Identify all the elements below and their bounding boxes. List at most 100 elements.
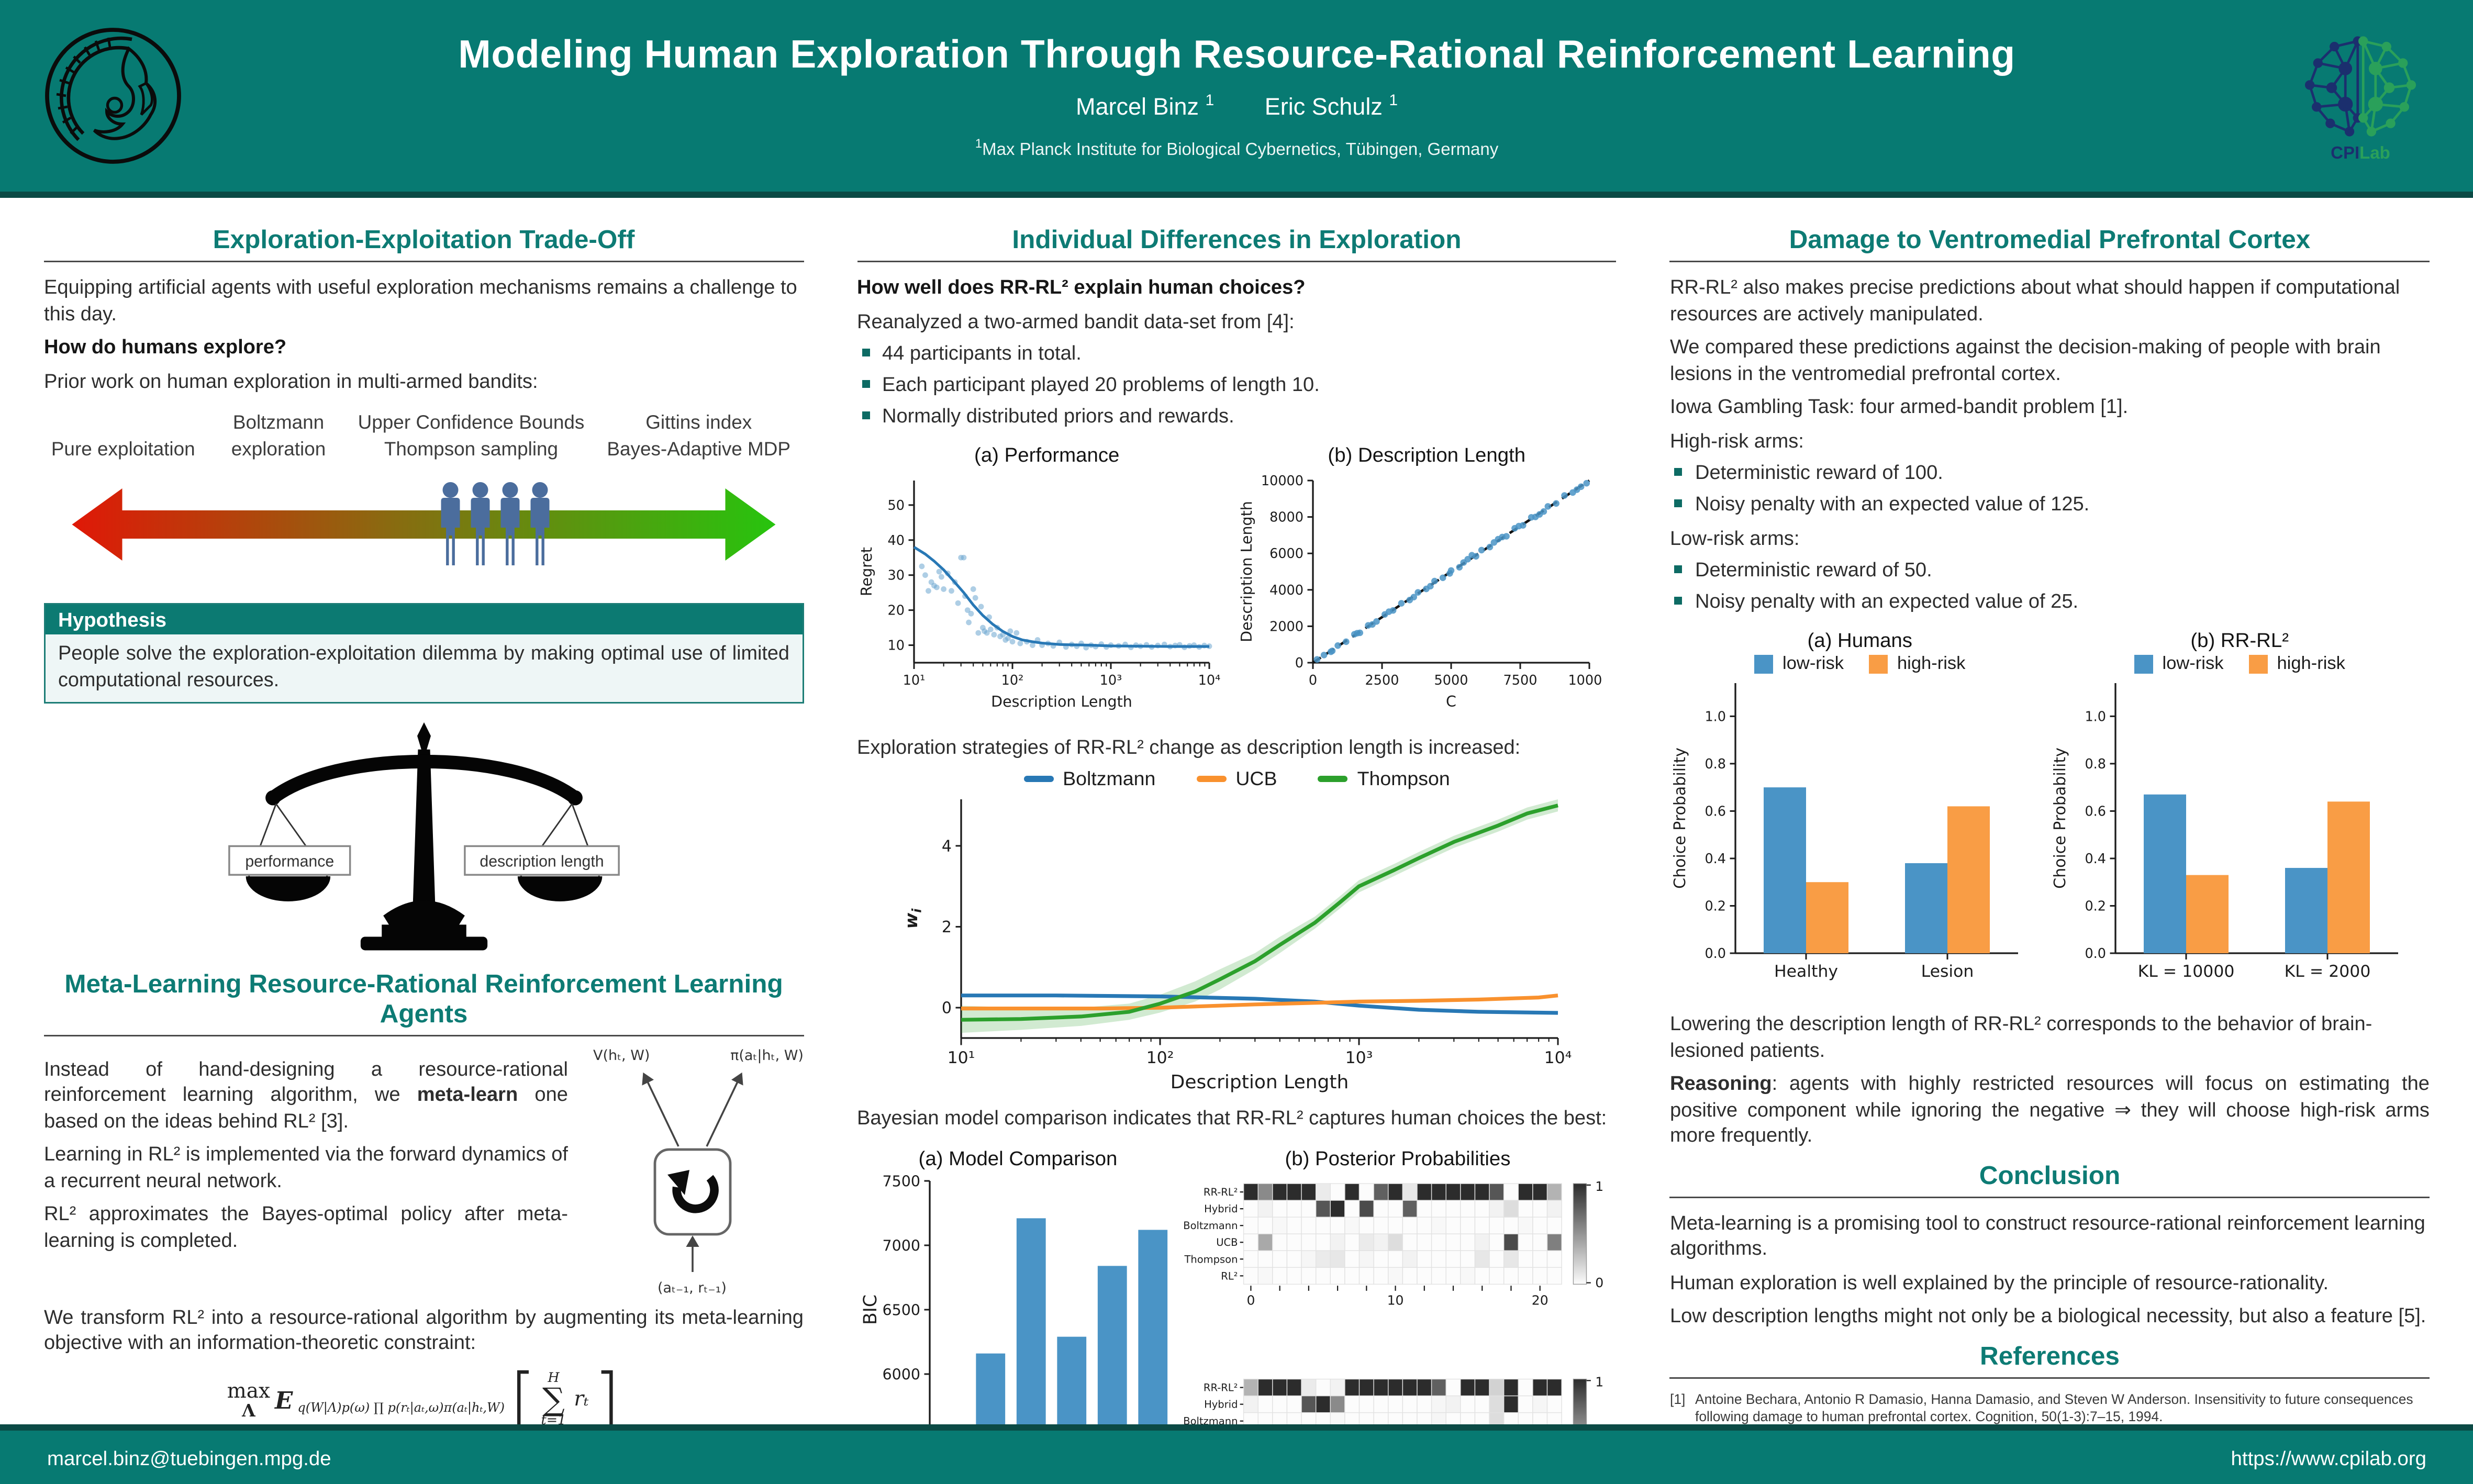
legend-label: high-risk	[2277, 655, 2345, 674]
crowd-icons	[441, 482, 550, 566]
svg-text:UCB: UCB	[1216, 1236, 1237, 1248]
svg-text:Healthy: Healthy	[1775, 962, 1839, 981]
svg-text:Boltzmann: Boltzmann	[1183, 1219, 1237, 1231]
weights-legend: Boltzmann UCB Thompson	[857, 768, 1617, 790]
section-title-individual-differences: Individual Differences in Exploration	[1012, 226, 1462, 254]
list-item: Each participant played 20 problems of l…	[862, 374, 1617, 399]
svg-text:10⁴: 10⁴	[1198, 672, 1220, 688]
svg-text:Choice Probability: Choice Probability	[2051, 747, 2069, 889]
recurrent-loop-icon	[672, 1175, 718, 1213]
svg-text:Lesion: Lesion	[1922, 962, 1975, 981]
paragraph: RL² approximates the Bayes-optimal polic…	[44, 1203, 568, 1252]
svg-text:7500: 7500	[882, 1172, 920, 1189]
paragraph: Reanalyzed a two-armed bandit data-set f…	[856, 310, 1295, 332]
legend-swatch	[1869, 655, 1888, 674]
label-low-risk: Low-risk arms:	[1669, 527, 1800, 550]
paragraph: Exploration strategies of RR-RL² change …	[856, 735, 1521, 758]
poster-title: Modeling Human Exploration Through Resou…	[458, 32, 2015, 77]
spectrum-label-1: Pure exploitation	[51, 437, 195, 460]
spectrum-labels: Pure exploitation Boltzmann exploration U…	[44, 410, 804, 462]
divider	[1669, 261, 2430, 262]
legend-swatch	[1023, 776, 1054, 782]
svg-text:Boltzmann: Boltzmann	[1183, 1415, 1237, 1424]
paragraph: We transform RL² into a resource-rationa…	[44, 1306, 804, 1355]
max-planck-logo	[35, 24, 192, 168]
paragraph: We compared these predictions against th…	[1669, 336, 2381, 384]
svg-text:0.2: 0.2	[2085, 898, 2107, 914]
column-left: Exploration-Exploitation Trade-Off Equip…	[44, 214, 804, 1424]
legend-item: low-risk	[2134, 655, 2223, 674]
meta-learn-bold: meta-learn	[417, 1084, 518, 1107]
meta-learning-block: Instead of hand-designing a resource-rat…	[44, 1049, 804, 1297]
svg-text:Description Length: Description Length	[1171, 1072, 1350, 1093]
list-item: Deterministic reward of 50.	[1675, 560, 2430, 585]
scale-left-label: performance	[245, 853, 334, 870]
legend-swatch	[1754, 655, 1774, 674]
list-item: Deterministic reward of 100.	[1675, 462, 2430, 487]
rnn-input: (aₜ₋₁, rₜ₋₁)	[657, 1281, 727, 1297]
references-list: [1] Antoine Bechara, Antonio R Damasio, H…	[1670, 1391, 2430, 1425]
brain-network-icon	[2304, 35, 2416, 136]
header: Modeling Human Exploration Through Resou…	[0, 0, 2473, 192]
svg-text:6000: 6000	[882, 1365, 920, 1382]
rnn-output-value: V(hₜ, W)	[593, 1048, 650, 1065]
section-title-references: References	[1979, 1342, 2120, 1370]
spectrum-label-3: Upper Confidence Bounds Thompson sampling	[358, 411, 585, 460]
svg-text:0: 0	[1246, 1292, 1254, 1307]
svg-text:0.6: 0.6	[2085, 804, 2107, 819]
performance-scatter-chart: 10 20 30 40 50 10¹ 10² 10³ 10⁴ Description Length…	[857, 479, 1220, 710]
svg-text:Regret: Regret	[857, 546, 875, 596]
svg-text:1: 1	[1595, 1178, 1603, 1193]
legend-label: Boltzmann	[1063, 768, 1156, 790]
svg-text:10³: 10³	[1346, 1048, 1374, 1067]
svg-text:10000: 10000	[1567, 672, 1601, 688]
divider	[1669, 1196, 2430, 1198]
svg-text:20: 20	[887, 602, 904, 618]
svg-text:Hybrid: Hybrid	[1204, 1202, 1237, 1214]
svg-text:6000: 6000	[1269, 545, 1303, 561]
legend-swatch	[2248, 655, 2268, 674]
svg-text:Thompson: Thompson	[1183, 1253, 1237, 1265]
svg-text:wi: wi	[901, 908, 925, 929]
paragraph: RR-RL² also makes precise predictions ab…	[1669, 276, 2400, 325]
svg-text:10: 10	[887, 637, 904, 653]
exploration-spectrum-arrow	[72, 482, 776, 566]
question: How well does RR-RL² explain human choic…	[856, 276, 1306, 298]
svg-text:10¹: 10¹	[948, 1048, 976, 1067]
svg-text:1.0: 1.0	[1705, 709, 1726, 724]
paragraph: Learning in RL² is implemented via the f…	[44, 1144, 568, 1192]
svg-text:BIC: BIC	[860, 1294, 881, 1324]
legend-item: high-risk	[1869, 655, 1965, 674]
svg-text:10: 10	[1387, 1292, 1403, 1307]
svg-text:0: 0	[942, 999, 952, 1018]
svg-text:Choice Probability: Choice Probability	[1672, 747, 1690, 889]
svg-text:4000: 4000	[1269, 582, 1303, 598]
svg-text:0.4: 0.4	[1705, 851, 1726, 867]
paragraph: Prior work on human exploration in multi…	[44, 370, 538, 392]
svg-text:RL²: RL²	[1220, 1269, 1237, 1281]
rrrl2-legend: low-risk high-risk	[2049, 655, 2429, 674]
list-item: 44 participants in total.	[862, 342, 1617, 367]
humans-legend: low-risk high-risk	[1670, 655, 2049, 674]
footer: marcel.binz@tuebingen.mpg.de https://www…	[0, 1424, 2473, 1484]
rrrl2-bar-chart: 0.0 0.2 0.4 0.6 0.8 1.0 KL = 10000 KL = 2000 Cho…	[2051, 683, 2399, 981]
bic-bar-chart: 55006000650070007500RR-RL²HybridBoltzman…	[860, 1172, 1167, 1424]
max-planck-minerva-icon	[45, 28, 181, 164]
cpi-lab-caption: CPILab	[2331, 143, 2390, 163]
chart-performance: (a) Performance 10 20 30 40 50 10¹ 10² 10³ 10⁴ De…	[857, 436, 1237, 719]
divider	[44, 1034, 804, 1036]
description-length-scatter-chart: 0 2000 4000 6000 8000 10000 0 2500 5000 7500 10000…	[1238, 473, 1601, 710]
conclusion-point: Human exploration is well explained by t…	[1669, 1271, 2329, 1293]
author-1: Marcel Binz	[1075, 94, 1199, 121]
svg-text:2000: 2000	[1269, 618, 1303, 634]
svg-text:10²: 10²	[1001, 672, 1023, 688]
svg-text:RR-RL²: RR-RL²	[1203, 1186, 1238, 1198]
paragraph: Bayesian model comparison indicates that…	[856, 1107, 1607, 1130]
spectrum-label-4: Gittins index Bayes-Adaptive MDP	[607, 411, 791, 460]
paragraph: Instead of hand-designing a resource-rat…	[44, 1058, 568, 1132]
svg-text:50: 50	[887, 497, 904, 513]
rnn-arrows	[641, 1072, 743, 1272]
rnn-output-policy: π(aₜ|hₜ, W)	[730, 1048, 804, 1065]
